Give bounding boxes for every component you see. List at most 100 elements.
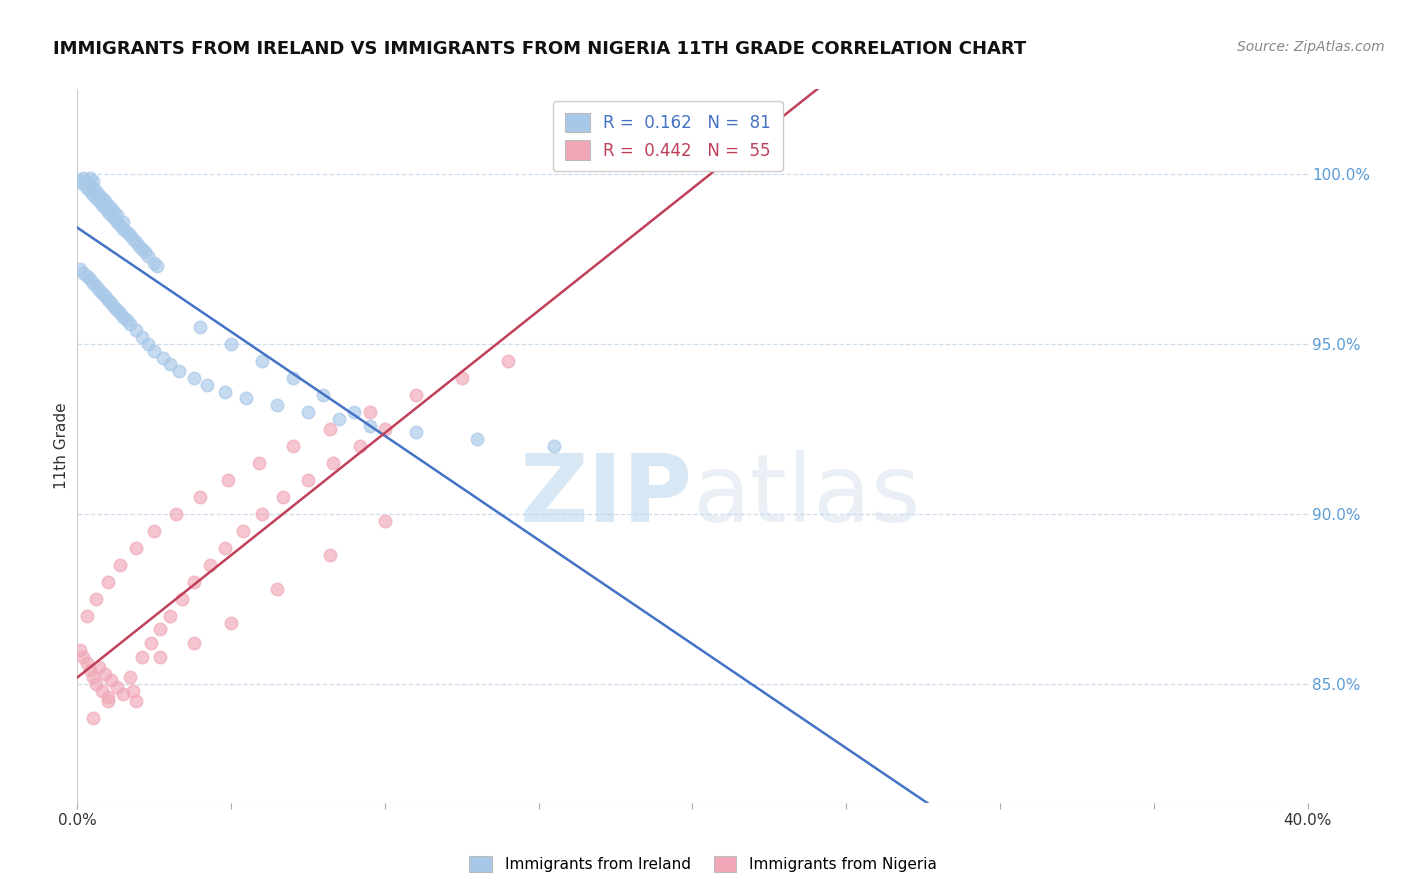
Point <box>72 266 94 280</box>
Point <box>318 422 340 436</box>
Point <box>131 330 153 344</box>
Point <box>69 643 91 657</box>
Point <box>97 690 120 705</box>
Point <box>87 660 110 674</box>
Point <box>76 657 98 671</box>
Point <box>94 194 117 209</box>
Point <box>143 524 166 538</box>
Point <box>72 170 94 185</box>
Point <box>183 636 205 650</box>
Point <box>100 201 122 215</box>
Point <box>82 711 104 725</box>
Point <box>217 473 239 487</box>
Point <box>103 204 125 219</box>
Point <box>149 649 172 664</box>
Point <box>110 558 132 572</box>
Point <box>465 432 488 446</box>
Point <box>195 377 218 392</box>
Point <box>90 286 114 301</box>
Point <box>266 398 288 412</box>
Point <box>188 320 212 334</box>
Point <box>90 198 114 212</box>
Point <box>94 201 117 215</box>
Point <box>110 218 132 232</box>
Point <box>94 289 117 303</box>
Point <box>76 269 98 284</box>
Point <box>125 541 148 555</box>
Point <box>159 358 181 372</box>
Point <box>250 507 273 521</box>
Point <box>297 405 319 419</box>
Point <box>100 208 122 222</box>
Point <box>90 191 114 205</box>
Point <box>496 354 519 368</box>
Point <box>69 174 91 188</box>
Text: IMMIGRANTS FROM IRELAND VS IMMIGRANTS FROM NIGERIA 11TH GRADE CORRELATION CHART: IMMIGRANTS FROM IRELAND VS IMMIGRANTS FR… <box>53 40 1026 58</box>
Point <box>343 405 366 419</box>
Point <box>125 694 148 708</box>
Point <box>131 649 153 664</box>
Point <box>266 582 288 596</box>
Point <box>118 228 141 243</box>
Point <box>543 439 565 453</box>
Point <box>84 591 107 606</box>
Point <box>112 310 135 324</box>
Point <box>165 507 187 521</box>
Point <box>136 337 159 351</box>
Point <box>198 558 221 572</box>
Point <box>82 174 104 188</box>
Point <box>94 666 117 681</box>
Point <box>374 514 396 528</box>
Point <box>219 337 242 351</box>
Point <box>450 371 472 385</box>
Point <box>359 418 381 433</box>
Point <box>105 208 128 222</box>
Point <box>281 371 304 385</box>
Point <box>250 354 273 368</box>
Text: Source: ZipAtlas.com: Source: ZipAtlas.com <box>1237 40 1385 54</box>
Point <box>146 259 169 273</box>
Point <box>219 615 242 630</box>
Point <box>143 255 166 269</box>
Point <box>72 178 94 192</box>
Point <box>167 364 190 378</box>
Point <box>82 276 104 290</box>
Point <box>121 232 143 246</box>
Point <box>79 272 101 286</box>
Point <box>97 293 120 307</box>
Point <box>152 351 174 365</box>
Point <box>76 608 98 623</box>
Legend: Immigrants from Ireland, Immigrants from Nigeria: Immigrants from Ireland, Immigrants from… <box>461 848 945 880</box>
Point <box>100 296 122 310</box>
Point <box>112 687 135 701</box>
Point <box>97 694 120 708</box>
Point <box>79 184 101 198</box>
Point <box>149 623 172 637</box>
Point <box>121 683 143 698</box>
Point <box>214 384 236 399</box>
Point <box>103 211 125 226</box>
Point <box>97 204 120 219</box>
Point <box>247 456 270 470</box>
Point <box>318 548 340 562</box>
Point <box>105 303 128 318</box>
Point <box>214 541 236 555</box>
Point <box>125 323 148 337</box>
Point <box>87 194 110 209</box>
Point <box>76 174 98 188</box>
Y-axis label: 11th Grade: 11th Grade <box>53 402 69 490</box>
Point <box>136 249 159 263</box>
Point <box>297 473 319 487</box>
Point <box>170 591 193 606</box>
Point <box>281 439 304 453</box>
Point <box>79 170 101 185</box>
Point <box>159 608 181 623</box>
Point <box>134 245 156 260</box>
Point <box>141 636 163 650</box>
Point <box>115 313 138 327</box>
Point <box>87 283 110 297</box>
Point <box>405 388 427 402</box>
Point <box>232 524 254 538</box>
Point <box>183 574 205 589</box>
Point <box>84 677 107 691</box>
